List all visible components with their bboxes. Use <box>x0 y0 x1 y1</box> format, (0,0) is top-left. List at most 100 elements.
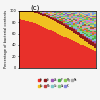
Bar <box>75 26 77 27</box>
Bar <box>80 24 82 26</box>
Bar <box>61 14 63 15</box>
Bar <box>67 17 69 18</box>
Bar <box>42 11 44 12</box>
Bar <box>82 33 84 34</box>
Bar <box>65 19 67 20</box>
Bar <box>71 15 73 16</box>
Bar <box>84 12 86 13</box>
Bar <box>27 21 29 68</box>
Bar <box>94 27 96 28</box>
Bar <box>57 15 59 16</box>
Bar <box>82 27 84 28</box>
Bar <box>50 15 52 16</box>
Bar <box>69 25 71 27</box>
Bar <box>52 13 54 14</box>
Bar <box>61 15 63 16</box>
Bar <box>54 21 56 32</box>
Bar <box>59 12 61 13</box>
Bar <box>65 21 67 22</box>
Bar <box>86 25 88 26</box>
Bar <box>56 19 58 20</box>
Bar <box>73 26 75 27</box>
Bar <box>56 17 58 18</box>
Bar <box>77 27 79 28</box>
Bar <box>86 28 88 29</box>
Bar <box>65 11 67 12</box>
Bar <box>82 34 84 36</box>
Bar <box>88 36 90 37</box>
Bar <box>67 19 69 20</box>
Bar <box>77 31 79 32</box>
Bar <box>57 23 59 34</box>
Bar <box>90 39 92 40</box>
Bar <box>54 18 56 21</box>
Bar <box>84 15 86 16</box>
Bar <box>42 14 44 16</box>
Bar <box>94 44 96 48</box>
Bar <box>54 16 56 17</box>
Bar <box>88 27 90 28</box>
Bar <box>34 13 36 23</box>
Bar <box>90 11 92 13</box>
Bar <box>88 18 90 20</box>
Bar <box>80 28 82 29</box>
Bar <box>71 40 73 68</box>
Bar <box>63 21 65 22</box>
Bar <box>77 25 79 26</box>
Bar <box>32 12 34 23</box>
Bar <box>82 22 84 24</box>
Bar <box>90 34 92 35</box>
Bar <box>73 28 75 29</box>
Bar <box>86 14 88 15</box>
Bar <box>75 27 77 29</box>
Bar <box>80 20 82 21</box>
Bar <box>84 18 86 19</box>
Bar <box>92 18 94 21</box>
Bar <box>84 27 86 28</box>
Bar <box>82 29 84 30</box>
Bar <box>88 33 90 36</box>
Bar <box>61 11 63 12</box>
Bar <box>32 23 34 68</box>
Bar <box>65 18 67 19</box>
Bar <box>88 14 90 16</box>
Bar <box>48 18 50 30</box>
Bar <box>65 24 67 25</box>
Bar <box>90 13 92 16</box>
Bar <box>69 12 71 13</box>
Bar <box>59 21 61 24</box>
Bar <box>69 22 71 23</box>
Bar <box>54 13 56 14</box>
Bar <box>94 29 96 30</box>
Bar <box>94 32 96 34</box>
Bar <box>75 23 77 24</box>
Bar <box>79 14 81 15</box>
Bar <box>23 12 25 20</box>
Bar <box>56 16 58 17</box>
Bar <box>92 40 94 41</box>
Bar <box>63 23 65 24</box>
Bar <box>77 11 79 12</box>
Bar <box>94 16 96 17</box>
Bar <box>82 14 84 15</box>
Bar <box>25 11 27 12</box>
Bar <box>82 15 84 17</box>
Bar <box>63 22 65 23</box>
Bar <box>59 14 61 15</box>
Bar <box>80 22 82 23</box>
Bar <box>40 11 42 12</box>
Bar <box>75 17 77 18</box>
Bar <box>57 20 59 23</box>
Bar <box>57 16 59 17</box>
Bar <box>75 42 77 68</box>
Bar <box>90 35 92 36</box>
Bar <box>77 24 79 25</box>
Bar <box>71 13 73 14</box>
Bar <box>63 17 65 18</box>
Bar <box>29 22 31 68</box>
Bar <box>79 44 81 68</box>
Bar <box>84 30 86 31</box>
Bar <box>90 32 92 33</box>
Bar <box>71 16 73 17</box>
Bar <box>88 44 90 48</box>
